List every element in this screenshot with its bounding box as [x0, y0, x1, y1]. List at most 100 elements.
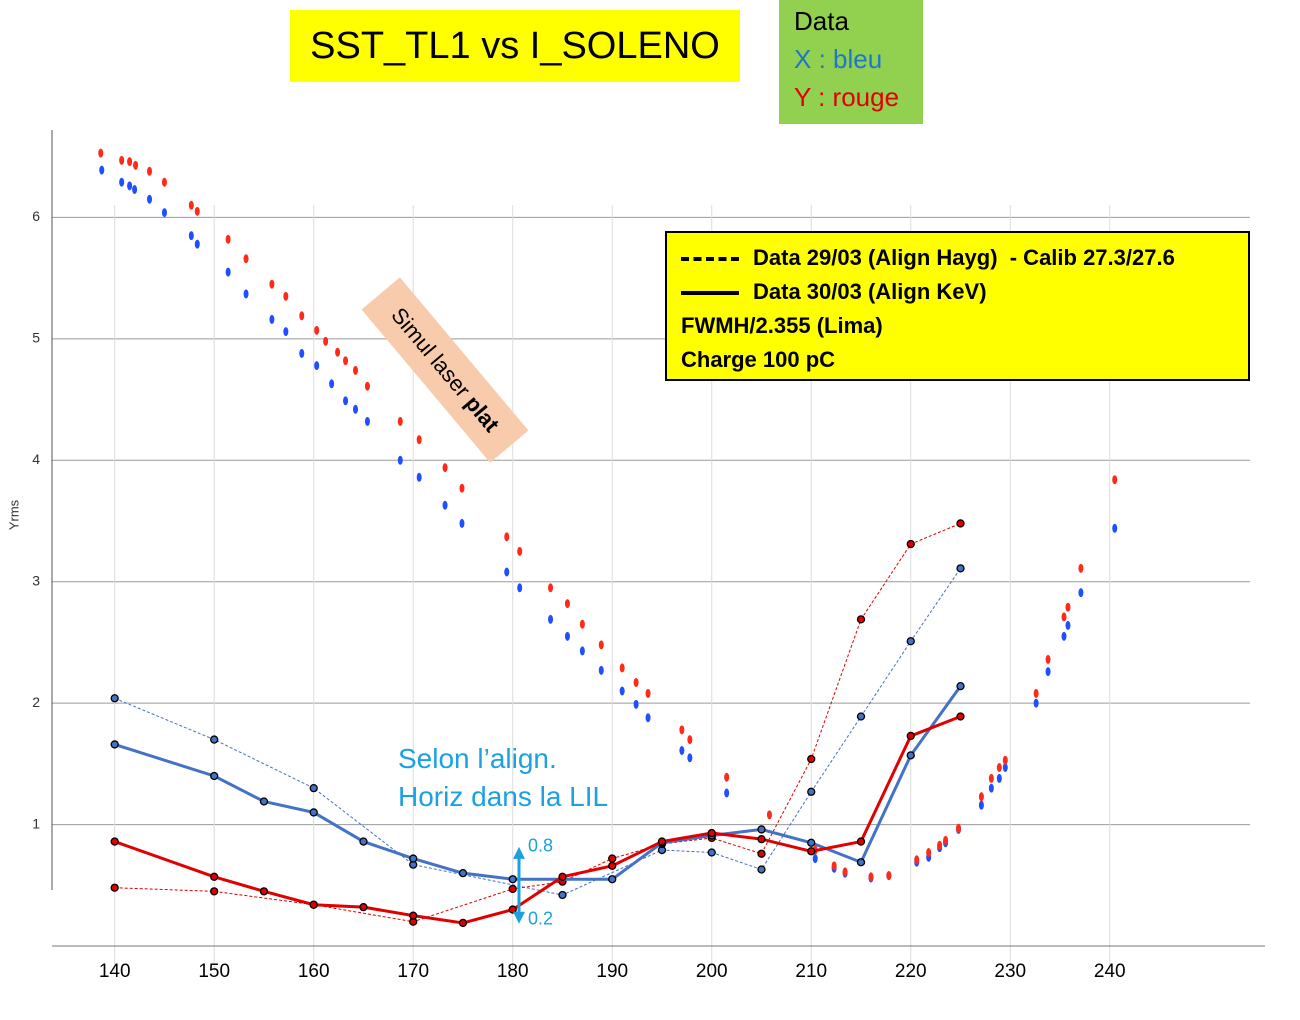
sim-point — [766, 810, 772, 820]
sim-point — [579, 646, 585, 656]
sim-point — [343, 356, 349, 366]
sim-point — [996, 763, 1002, 772]
sim-point — [459, 518, 465, 528]
data-point — [110, 883, 119, 892]
data-point — [110, 740, 119, 749]
sim-point — [1045, 654, 1051, 664]
data-point — [807, 787, 816, 796]
x-tick-label: 230 — [994, 961, 1026, 982]
sim-point — [978, 800, 984, 810]
sim-point — [1033, 698, 1039, 708]
sim-point — [504, 567, 510, 577]
sim-point — [283, 327, 289, 337]
sim-point — [564, 599, 570, 609]
sim-point — [956, 823, 962, 833]
sim-point — [988, 773, 994, 783]
sim-point — [645, 713, 651, 723]
data-point — [508, 875, 517, 884]
sim-point — [598, 665, 604, 675]
x-tick-label: 180 — [497, 961, 529, 982]
data-point — [856, 712, 866, 721]
sim-point — [329, 379, 335, 389]
sim-point — [364, 381, 370, 391]
data-point — [210, 887, 219, 896]
sim-point — [517, 546, 523, 556]
sim-point — [119, 155, 125, 165]
data-point — [409, 911, 418, 920]
sim-point — [812, 854, 818, 864]
data-point — [757, 834, 766, 844]
data-point — [458, 918, 468, 928]
x-tick-label: 190 — [596, 961, 628, 982]
sim-point — [442, 500, 448, 510]
sim-point — [1065, 620, 1071, 630]
data-point — [309, 900, 318, 909]
data-point — [608, 854, 617, 863]
sim-point — [314, 361, 320, 371]
sim-point — [548, 614, 554, 624]
sim-point — [1033, 688, 1039, 698]
y-axis-label: Yrms — [6, 499, 21, 530]
legend-note: FWMH/2.355 (Lima) — [681, 313, 883, 338]
sim-point — [352, 404, 358, 414]
data-point — [757, 865, 766, 874]
sim-point — [269, 314, 275, 324]
data-point — [309, 783, 318, 793]
sim-point — [194, 206, 200, 216]
arrow-label: 0.2 — [528, 908, 553, 928]
sim-point — [161, 177, 167, 187]
sim-point — [1002, 755, 1008, 765]
chart-title: SST_TL1 vs I_SOLENO — [310, 24, 720, 67]
key-title: Data — [794, 6, 849, 36]
data-point — [259, 797, 269, 806]
sim-point — [996, 773, 1002, 783]
sim-point — [98, 148, 104, 158]
x-tick-label: 160 — [298, 961, 330, 982]
data-line — [114, 522, 961, 923]
x-tick-label: 140 — [99, 961, 131, 982]
data-point — [359, 837, 368, 846]
sim-point — [926, 848, 932, 857]
sim-point — [619, 663, 625, 673]
title-box: SST_TL1 vs I_SOLENO — [290, 10, 740, 82]
data-point — [608, 861, 617, 871]
sim-point — [243, 254, 249, 264]
sim-point — [459, 483, 465, 493]
sim-point — [397, 416, 403, 426]
data-point — [956, 712, 965, 721]
sim-point — [299, 311, 305, 321]
key-y: Y : rouge — [794, 82, 900, 112]
legend: Data 29/03 (Align Hayg) - Calib 27.3/27.… — [665, 231, 1250, 381]
sim-point — [133, 160, 139, 170]
data-point — [359, 902, 368, 912]
y-tick-label: 4 — [32, 451, 40, 467]
sim-point — [687, 753, 693, 763]
sim-point — [147, 194, 153, 204]
data-point — [210, 872, 219, 881]
sim-point — [1061, 612, 1067, 622]
sim-point — [633, 678, 639, 687]
data-point — [309, 808, 318, 817]
data-point — [558, 872, 567, 881]
sim-point — [188, 231, 194, 241]
sim-point — [598, 640, 604, 650]
data-point — [409, 854, 418, 863]
sim-point — [504, 532, 510, 542]
data-point — [807, 847, 816, 856]
sim-point — [343, 396, 349, 406]
data-point — [707, 828, 716, 838]
key-x: X : bleu — [794, 44, 883, 74]
data-point — [807, 838, 816, 847]
sim-point — [868, 872, 874, 882]
sim-point — [442, 463, 448, 473]
y-tick-label: 6 — [32, 208, 40, 224]
sim-point — [364, 416, 370, 426]
sim-point — [416, 472, 422, 482]
data-point — [956, 564, 965, 573]
data-point — [110, 837, 119, 846]
sim-point — [1078, 588, 1084, 598]
sim-point — [679, 746, 685, 755]
sim-point — [1112, 475, 1118, 485]
legend-label: Data 30/03 (Align KeV) — [753, 279, 987, 304]
